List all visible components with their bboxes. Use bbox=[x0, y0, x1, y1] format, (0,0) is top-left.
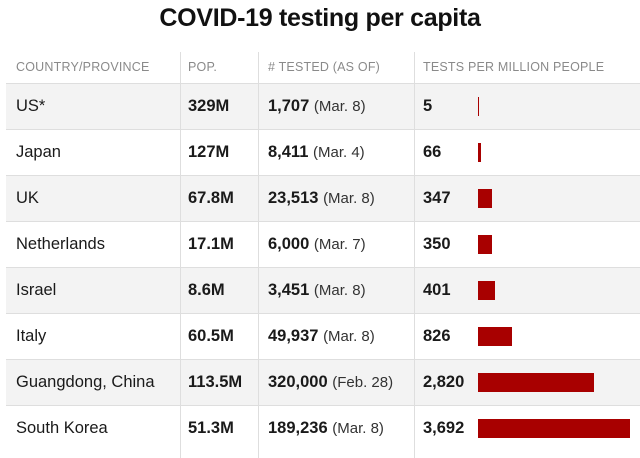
tests-per-million-value: 5 bbox=[423, 97, 433, 115]
tests-per-million-bar bbox=[478, 419, 630, 438]
tested-date: (Mar. 8) bbox=[313, 282, 366, 299]
tests-per-million-value: 347 bbox=[423, 189, 451, 207]
tested-value: 6,000 bbox=[268, 235, 310, 253]
population-value: 127M bbox=[188, 143, 230, 161]
tests-per-million-value: 350 bbox=[423, 235, 451, 253]
country-name: Guangdong, China bbox=[16, 373, 155, 391]
tested-value: 189,236 bbox=[268, 419, 328, 437]
tested-date: (Mar. 7) bbox=[313, 236, 366, 253]
tests-per-million-bar bbox=[478, 143, 481, 162]
tested-value: 23,513 bbox=[268, 189, 319, 207]
country-name: Netherlands bbox=[16, 235, 105, 253]
table-row: Guangdong, China 113.5M 320,000 (Feb. 28) 2… bbox=[6, 359, 640, 405]
tested-value: 8,411 bbox=[268, 143, 309, 161]
population-value: 51.3M bbox=[188, 419, 234, 437]
tested-cell: 1,707 (Mar. 8) bbox=[268, 84, 366, 129]
table-row: US* 329M 1,707 (Mar. 8) 5 bbox=[6, 83, 640, 129]
tests-per-million-value: 401 bbox=[423, 281, 451, 299]
population-value: 60.5M bbox=[188, 327, 234, 345]
data-table: COUNTRY/PROVINCE POP. # TESTED (AS OF) T… bbox=[6, 52, 640, 451]
country-name: Italy bbox=[16, 327, 47, 345]
tested-value: 3,451 bbox=[268, 281, 310, 299]
table-row: Netherlands 17.1M 6,000 (Mar. 7) 350 bbox=[6, 221, 640, 267]
tests-per-million-value: 826 bbox=[423, 327, 451, 345]
table-row: South Korea 51.3M 189,236 (Mar. 8) 3,692 bbox=[6, 405, 640, 451]
tests-per-million-value: 2,820 bbox=[423, 373, 465, 391]
country-name: UK bbox=[16, 189, 39, 207]
tested-date: (Feb. 28) bbox=[332, 374, 394, 391]
table-row: Japan 127M 8,411 (Mar. 4) 66 bbox=[6, 129, 640, 175]
tests-per-million-bar bbox=[478, 281, 495, 300]
tested-value: 1,707 bbox=[268, 97, 310, 115]
population-value: 17.1M bbox=[188, 235, 234, 253]
table-row: Israel 8.6M 3,451 (Mar. 8) 401 bbox=[6, 267, 640, 313]
column-divider bbox=[414, 52, 415, 458]
tests-per-million-bar bbox=[478, 189, 493, 208]
tested-cell: 23,513 (Mar. 8) bbox=[268, 176, 375, 221]
tests-per-million-value: 3,692 bbox=[423, 419, 465, 437]
header-tests-per-million: TESTS PER MILLION PEOPLE bbox=[423, 60, 605, 74]
country-name: Japan bbox=[16, 143, 61, 161]
header-country: COUNTRY/PROVINCE bbox=[16, 60, 150, 74]
header-tested: # TESTED (AS OF) bbox=[268, 60, 381, 74]
tested-cell: 3,451 (Mar. 8) bbox=[268, 268, 366, 313]
column-divider bbox=[180, 52, 181, 458]
tested-cell: 6,000 (Mar. 7) bbox=[268, 222, 366, 267]
tested-date: (Mar. 8) bbox=[332, 420, 384, 437]
table-row: Italy 60.5M 49,937 (Mar. 8) 826 bbox=[6, 313, 640, 359]
population-value: 329M bbox=[188, 97, 230, 115]
tested-value: 49,937 bbox=[268, 327, 319, 345]
tested-cell: 8,411 (Mar. 4) bbox=[268, 130, 365, 175]
tests-per-million-value: 66 bbox=[423, 143, 442, 161]
tests-per-million-bar bbox=[478, 97, 479, 116]
tested-cell: 49,937 (Mar. 8) bbox=[268, 314, 375, 359]
tested-date: (Mar. 8) bbox=[323, 328, 375, 345]
tests-per-million-bar bbox=[478, 373, 595, 392]
population-value: 113.5M bbox=[188, 373, 243, 391]
tested-date: (Mar. 4) bbox=[312, 144, 365, 161]
tested-value: 320,000 bbox=[268, 373, 328, 391]
population-value: 67.8M bbox=[188, 189, 234, 207]
column-divider bbox=[258, 52, 259, 458]
tested-cell: 320,000 (Feb. 28) bbox=[268, 360, 393, 405]
tests-per-million-bar bbox=[478, 235, 493, 254]
table-row: UK 67.8M 23,513 (Mar. 8) 347 bbox=[6, 175, 640, 221]
country-name: South Korea bbox=[16, 419, 108, 437]
header-population: POP. bbox=[188, 60, 218, 74]
tested-date: (Mar. 8) bbox=[323, 190, 375, 207]
country-name: Israel bbox=[16, 281, 57, 299]
tested-cell: 189,236 (Mar. 8) bbox=[268, 406, 384, 451]
chart-title: COVID-19 testing per capita bbox=[159, 4, 481, 32]
tested-date: (Mar. 8) bbox=[313, 98, 366, 115]
table-header: COUNTRY/PROVINCE POP. # TESTED (AS OF) T… bbox=[6, 52, 640, 83]
country-name: US* bbox=[16, 97, 46, 115]
tests-per-million-bar bbox=[478, 327, 512, 346]
population-value: 8.6M bbox=[188, 281, 225, 299]
